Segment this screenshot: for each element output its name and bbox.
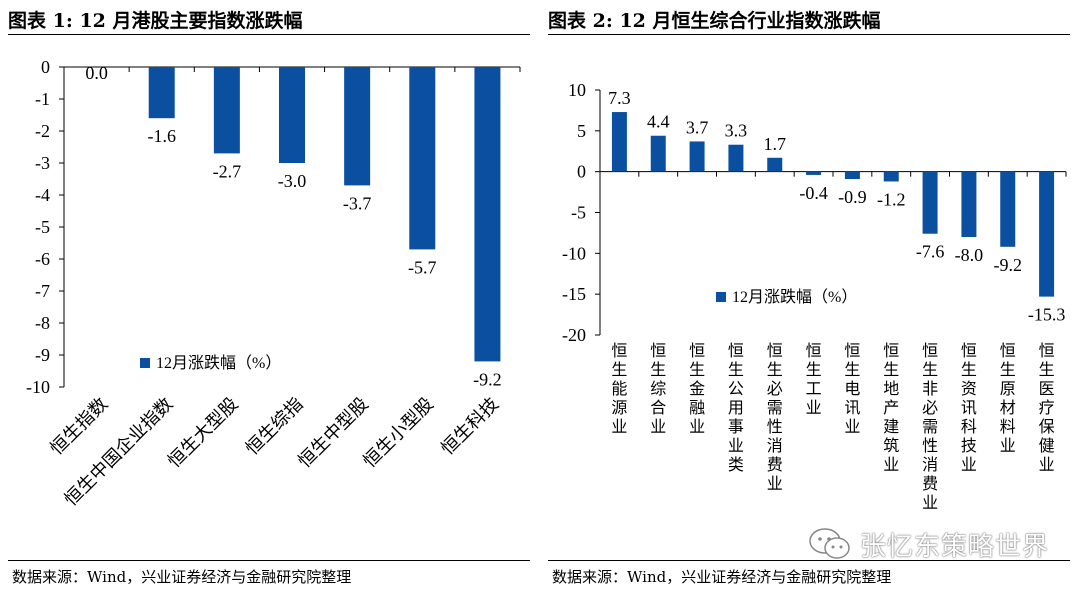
right-bar bbox=[806, 171, 822, 175]
watermark: 张忆东策略世界 bbox=[808, 526, 1049, 562]
right-title-rule bbox=[548, 34, 1070, 35]
right-source-note: 数据来源：Wind，兴业证券经济与金融研究院整理 bbox=[552, 568, 892, 586]
right-category-label: 恒生资讯科技业 bbox=[961, 342, 977, 474]
right-bar bbox=[961, 171, 977, 237]
left-y-tick-label: -8 bbox=[35, 313, 50, 333]
right-category-label: 恒生原材料业 bbox=[1000, 342, 1016, 455]
left-legend-label: 12月涨跌幅（%） bbox=[156, 354, 281, 372]
right-category-label: 恒生地产建筑业 bbox=[883, 342, 899, 474]
left-y-tick-label: -6 bbox=[35, 249, 50, 269]
right-bar bbox=[728, 144, 744, 172]
left-category-label: 恒生指数 bbox=[46, 394, 111, 459]
right-bar bbox=[689, 141, 705, 172]
right-source-rule bbox=[548, 560, 1070, 561]
left-category-label: 恒生大型股 bbox=[164, 394, 242, 472]
left-bar-value-label: -5.7 bbox=[408, 257, 437, 277]
right-chart-title: 图表 2: 12 月恒生综合行业指数涨跌幅 bbox=[548, 10, 881, 32]
right-y-tick-label: 0 bbox=[577, 162, 586, 182]
right-legend-label: 12月涨跌幅（%） bbox=[732, 288, 857, 306]
left-bar-value-label: 0.0 bbox=[85, 63, 108, 83]
right-bar-value-label: 1.7 bbox=[764, 134, 787, 154]
left-source-rule bbox=[8, 560, 530, 561]
left-bar bbox=[213, 67, 240, 154]
right-bar bbox=[767, 157, 783, 172]
right-category-label: 恒生能源业 bbox=[611, 342, 627, 436]
right-category-label: 恒生综合业 bbox=[650, 342, 666, 436]
left-y-tick-label: -1 bbox=[35, 89, 50, 109]
left-y-tick-label: -4 bbox=[35, 185, 50, 205]
right-category-label: 恒生公用事业类 bbox=[728, 342, 744, 474]
left-category-label: 恒生小型股 bbox=[359, 394, 437, 472]
left-category-label: 恒生综指 bbox=[242, 394, 307, 459]
right-bar bbox=[844, 171, 860, 180]
left-y-tick-label: -7 bbox=[35, 281, 50, 301]
left-y-tick-label: 0 bbox=[41, 57, 50, 77]
watermark-text: 张忆东策略世界 bbox=[860, 531, 1050, 562]
right-bar bbox=[650, 135, 666, 172]
left-source-note: 数据来源：Wind，兴业证券经济与金融研究院整理 bbox=[12, 568, 352, 586]
left-bar-value-label: -3.0 bbox=[278, 171, 307, 191]
left-title-rule bbox=[8, 34, 530, 35]
wechat-icon bbox=[809, 528, 850, 559]
right-category-label: 恒生金融业 bbox=[689, 342, 705, 436]
right-bar-chart: 10 5 0 -5 -10 -15 -20 7.3 4.4 3.7 3.3 1.7 -0.4 -0.9 -1… bbox=[562, 80, 1067, 512]
right-bar-value-label: 3.7 bbox=[686, 117, 709, 137]
right-bar-value-label: -7.6 bbox=[916, 242, 945, 262]
right-bar-value-label: 3.3 bbox=[725, 121, 748, 141]
right-bar-value-label: -1.2 bbox=[877, 189, 906, 209]
right-category-label: 恒生医疗保健业 bbox=[1039, 342, 1055, 474]
left-y-tick-label: -5 bbox=[35, 217, 50, 237]
left-category-label: 恒生中型股 bbox=[294, 394, 372, 472]
left-bar-value-label: -9.2 bbox=[473, 369, 502, 389]
right-bar-value-label: -15.3 bbox=[1028, 305, 1066, 325]
right-bar bbox=[611, 112, 627, 172]
left-bar bbox=[474, 67, 501, 362]
right-bar-value-label: -0.9 bbox=[838, 187, 867, 207]
right-category-label: 恒生工业 bbox=[806, 342, 822, 417]
right-y-tick-label: 5 bbox=[577, 121, 586, 141]
left-bar-value-label: -3.7 bbox=[343, 193, 372, 213]
left-category-label: 恒生中国企业指数 bbox=[61, 394, 177, 510]
right-bar-value-label: -0.4 bbox=[799, 183, 828, 203]
right-legend-swatch bbox=[716, 292, 726, 302]
right-y-tick-label: -5 bbox=[571, 203, 586, 223]
right-bar-value-label: -9.2 bbox=[994, 255, 1023, 275]
left-y-tick-label: -2 bbox=[35, 121, 50, 141]
right-bar-value-label: 4.4 bbox=[647, 112, 670, 132]
right-y-tick-label: -10 bbox=[562, 243, 586, 263]
left-y-tick-label: -9 bbox=[35, 345, 50, 365]
left-category-label: 恒生科技 bbox=[437, 394, 502, 459]
left-bar bbox=[279, 67, 305, 163]
left-chart-title: 图表 1: 12 月港股主要指数涨跌幅 bbox=[8, 10, 303, 32]
right-bar bbox=[922, 171, 938, 234]
right-category-label: 恒生非必需性消费业 bbox=[922, 342, 938, 512]
left-bar bbox=[409, 67, 436, 250]
left-bar-value-label: -2.7 bbox=[213, 161, 242, 181]
right-bar bbox=[1039, 171, 1055, 297]
right-y-tick-label: -20 bbox=[562, 325, 586, 345]
right-category-label: 恒生必需性消费业 bbox=[767, 342, 783, 493]
right-y-tick-label: -15 bbox=[562, 284, 586, 304]
left-legend-swatch bbox=[140, 358, 150, 368]
right-bar-value-label: 7.3 bbox=[608, 88, 631, 108]
right-bar-value-label: -8.0 bbox=[955, 245, 984, 265]
left-bar-value-label: -1.6 bbox=[147, 126, 176, 146]
right-category-label: 恒生电讯业 bbox=[844, 342, 860, 436]
left-bar-chart: 0 -1 -2 -3 -4 -5 -6 -7 -8 -9 -10 0.0 -1.6 -2.7 -3.0 -3.… bbox=[26, 57, 521, 510]
right-bar bbox=[883, 171, 899, 182]
left-y-tick-label: -10 bbox=[26, 377, 50, 397]
left-y-tick-label: -3 bbox=[35, 153, 50, 173]
left-bar bbox=[148, 67, 175, 119]
right-y-tick-label: 10 bbox=[568, 80, 586, 100]
right-bar bbox=[1000, 171, 1016, 247]
left-bar bbox=[344, 67, 371, 186]
